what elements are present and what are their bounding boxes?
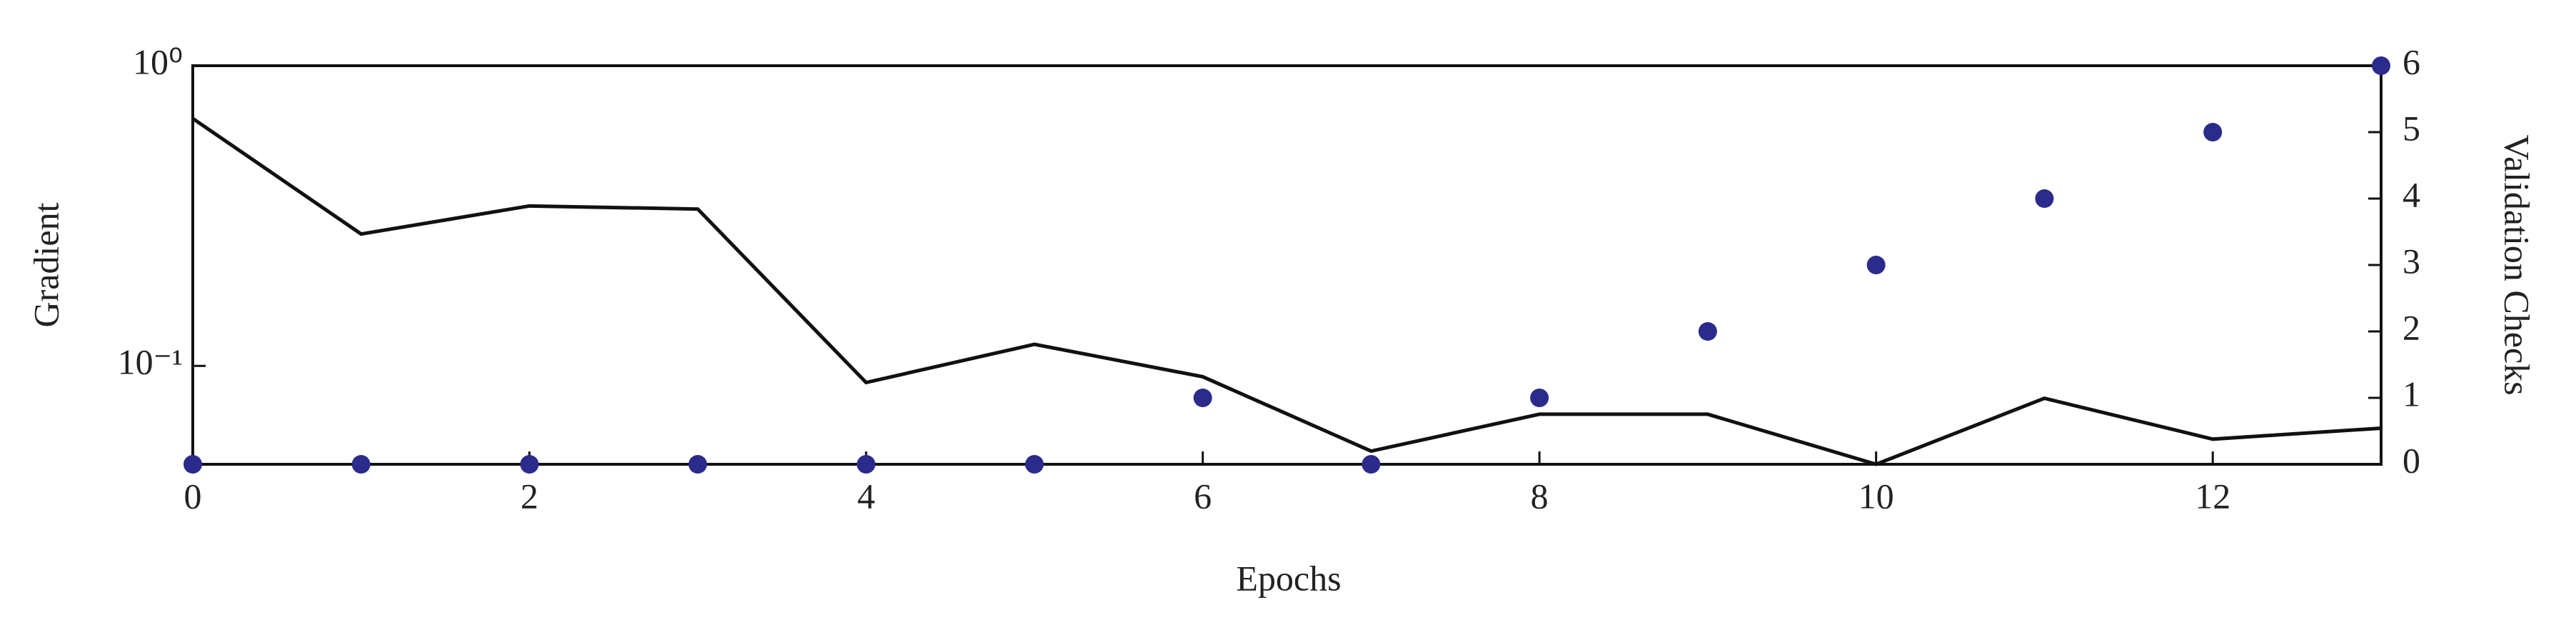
y-axis-label: Gradient	[26, 202, 66, 327]
x-tick-label: 10	[1858, 476, 1894, 516]
y2-tick-label: 2	[2403, 307, 2420, 347]
y2-tick-label: 3	[2403, 241, 2420, 281]
y-tick-label: 10⁻¹	[118, 342, 183, 382]
validation-point	[857, 455, 876, 474]
y2-tick-label: 1	[2403, 374, 2420, 414]
validation-point	[351, 455, 371, 474]
x-tick-label: 12	[2195, 476, 2230, 516]
y-tick-label: 10⁰	[133, 41, 183, 81]
x-tick-label: 2	[520, 476, 538, 516]
validation-point	[520, 455, 539, 474]
validation-point	[1025, 455, 1044, 474]
gradient-line	[191, 116, 2382, 466]
y2-tick-label: 5	[2403, 108, 2420, 148]
y2-tick-label: 0	[2403, 440, 2420, 480]
validation-point	[2372, 56, 2390, 75]
validation-point	[1698, 322, 1717, 341]
validation-point	[688, 455, 708, 474]
validation-point	[2035, 189, 2054, 208]
y2-tick-label: 6	[2403, 41, 2420, 81]
x-axis-label: Epochs	[1236, 558, 1341, 598]
validation-point	[183, 455, 202, 474]
x-tick-label: 4	[857, 476, 875, 516]
validation-point	[1530, 389, 1549, 407]
plot-frame	[191, 64, 2383, 466]
x-tick-label: 8	[1531, 476, 1549, 516]
validation-point	[2203, 123, 2223, 141]
x-tick-label: 6	[1194, 476, 1212, 516]
x-tick-label: 0	[184, 476, 202, 516]
y2-axis-label: Validation Checks	[2497, 134, 2537, 395]
y2-tick-label: 4	[2403, 174, 2420, 214]
validation-point	[1193, 389, 1212, 407]
validation-point	[1362, 455, 1381, 474]
validation-point	[1866, 256, 1886, 274]
